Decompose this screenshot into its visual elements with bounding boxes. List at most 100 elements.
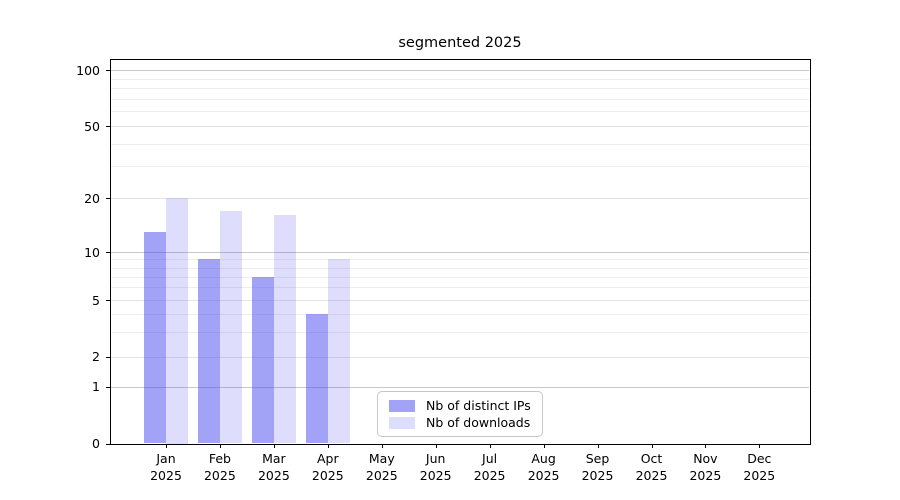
x-tick-label: Sep 2025 — [566, 451, 630, 484]
x-tick-mark — [273, 444, 275, 448]
minor-gridline — [111, 78, 809, 80]
x-tick-label: Jan 2025 — [134, 451, 198, 484]
bar-mar-distinct-ips — [251, 276, 274, 444]
y-tick-label: 20 — [84, 190, 100, 206]
bar-apr-distinct-ips — [305, 313, 328, 444]
x-tick-label: Oct 2025 — [620, 451, 684, 484]
x-tick-year: 2025 — [473, 467, 506, 483]
x-tick-month: Sep — [585, 451, 610, 466]
y-tick-mark — [106, 300, 110, 301]
y-tick-mark — [106, 198, 110, 199]
legend-entry-distinct-ips: Nb of distinct IPs — [389, 399, 534, 413]
x-tick-month: Jul — [482, 451, 498, 466]
major-gridline — [111, 126, 809, 127]
y-tick-mark — [106, 252, 110, 253]
x-tick-year: 2025 — [150, 467, 182, 483]
x-tick-mark — [651, 444, 653, 448]
legend-swatch-downloads — [389, 417, 415, 429]
bar-jan-downloads — [166, 198, 189, 444]
y-tick-label: 5 — [92, 292, 100, 308]
major-gridline — [111, 198, 809, 199]
x-tick-month: Mar — [262, 451, 286, 466]
x-tick-label: Feb 2025 — [188, 451, 252, 484]
x-tick-year: 2025 — [743, 467, 776, 483]
minor-gridline — [111, 88, 809, 89]
x-tick-mark — [166, 444, 167, 448]
x-tick-mark — [219, 444, 221, 448]
x-tick-month: Oct — [640, 451, 663, 466]
x-tick-label: May 2025 — [350, 451, 414, 484]
x-tick-label: Mar 2025 — [242, 451, 306, 484]
major-gridline — [111, 252, 809, 253]
x-tick-label: Nov 2025 — [673, 451, 737, 484]
x-tick-mark — [435, 444, 437, 448]
minor-gridline — [111, 166, 809, 168]
x-tick-month: Jun — [425, 451, 446, 466]
x-tick-year: 2025 — [419, 467, 452, 483]
x-tick-mark — [489, 444, 491, 448]
minor-gridline — [111, 267, 809, 269]
legend-entry-downloads: Nb of downloads — [389, 416, 534, 430]
x-tick-month: Jan — [156, 451, 176, 466]
bar-feb-downloads — [219, 210, 243, 444]
y-tick-mark — [106, 356, 110, 358]
x-tick-label: Aug 2025 — [512, 451, 576, 484]
x-tick-mark — [759, 444, 761, 448]
y-tick-label: 10 — [84, 244, 100, 260]
minor-gridline — [111, 287, 809, 289]
y-tick-mark — [106, 386, 110, 388]
minor-gridline — [111, 98, 809, 100]
y-tick-label: 0 — [92, 436, 100, 451]
x-tick-label: Jun 2025 — [404, 451, 468, 484]
major-gridline — [111, 300, 809, 301]
x-tick-year: 2025 — [689, 467, 722, 483]
x-tick-month: Feb — [208, 451, 231, 466]
y-tick-mark — [106, 126, 110, 127]
major-gridline — [111, 70, 809, 71]
x-tick-mark — [705, 444, 707, 448]
x-tick-mark — [327, 444, 329, 448]
major-gridline — [111, 386, 809, 388]
legend-label-downloads: Nb of downloads — [426, 415, 531, 430]
y-tick-label: 50 — [84, 118, 100, 134]
bar-mar-downloads — [273, 215, 297, 444]
y-tick-mark — [106, 443, 110, 445]
x-tick-year: 2025 — [257, 467, 290, 483]
x-tick-label: Dec 2025 — [727, 451, 791, 484]
x-tick-mark — [543, 444, 545, 448]
bar-feb-distinct-ips — [197, 259, 220, 444]
x-tick-month: May — [368, 451, 395, 466]
legend-swatch-distinct-ips — [389, 400, 415, 412]
x-tick-year: 2025 — [203, 467, 236, 483]
x-tick-mark — [597, 444, 599, 448]
x-tick-month: Aug — [531, 451, 556, 466]
minor-gridline — [111, 111, 809, 113]
x-tick-month: Apr — [316, 451, 339, 466]
chart-title: segmented 2025 — [398, 35, 522, 51]
x-tick-month: Nov — [693, 451, 718, 466]
x-tick-label: Apr 2025 — [296, 451, 360, 484]
x-tick-label: Jul 2025 — [458, 451, 522, 484]
minor-gridline — [111, 276, 809, 278]
bar-apr-downloads — [327, 259, 351, 444]
bar-jan-distinct-ips — [143, 231, 166, 444]
x-tick-year: 2025 — [527, 467, 560, 483]
x-tick-year: 2025 — [311, 467, 344, 483]
legend: Nb of distinct IPs Nb of downloads — [377, 391, 543, 437]
x-tick-year: 2025 — [635, 467, 668, 483]
minor-gridline — [111, 313, 809, 315]
x-tick-mark — [381, 444, 383, 448]
x-tick-year: 2025 — [365, 467, 398, 483]
x-tick-year: 2025 — [581, 467, 614, 483]
y-tick-label: 100 — [76, 62, 100, 78]
minor-gridline — [111, 259, 809, 261]
y-tick-mark — [106, 70, 110, 71]
minor-gridline — [111, 331, 809, 333]
y-tick-label: 1 — [92, 379, 100, 395]
minor-gridline — [111, 143, 809, 145]
x-tick-month: Dec — [747, 451, 772, 466]
major-gridline — [111, 356, 809, 358]
y-tick-label: 2 — [92, 349, 100, 365]
legend-label-distinct-ips: Nb of distinct IPs — [426, 398, 531, 413]
